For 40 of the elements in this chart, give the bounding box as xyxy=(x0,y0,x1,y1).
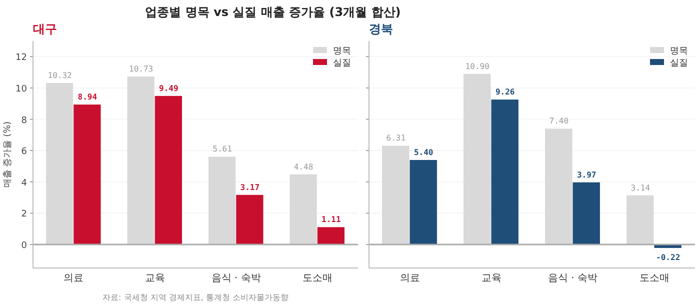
data-label: 4.48 xyxy=(294,162,314,172)
legend-label: 명목 xyxy=(670,46,688,56)
data-label: 9.49 xyxy=(159,84,179,93)
chart-title: 업종별 명목 vs 실질 매출 증가율 (3개월 합산) xyxy=(145,5,401,19)
data-label: 3.97 xyxy=(576,170,596,180)
data-label: 5.40 xyxy=(414,148,434,157)
data-label: 6.31 xyxy=(386,134,406,143)
x-tick-label: 교육 xyxy=(144,273,165,284)
data-label: 7.40 xyxy=(549,116,569,126)
y-tick-label: 0 xyxy=(21,241,28,252)
data-label: 3.17 xyxy=(240,182,260,192)
y-tick-label: 2 xyxy=(21,210,27,220)
data-label: 8.94 xyxy=(78,92,98,102)
x-tick-label: 음식 · 숙박 xyxy=(211,273,261,284)
data-label: 10.73 xyxy=(129,64,154,74)
data-label: 10.90 xyxy=(465,62,490,71)
y-tick-label: 4 xyxy=(21,178,28,188)
y-tick-label: 8 xyxy=(21,116,28,126)
legend-label: 실질 xyxy=(333,58,351,68)
x-tick-label: 도소매 xyxy=(639,273,670,284)
chart-subtitle: 대구 xyxy=(33,22,57,36)
data-label: 10.32 xyxy=(48,70,72,80)
legend-label: 실질 xyxy=(670,58,688,68)
y-axis-title: 매출 증가율 (%) xyxy=(3,121,13,188)
data-label: 1.11 xyxy=(322,215,342,224)
data-label: 5.61 xyxy=(212,144,232,154)
data-label: 3.14 xyxy=(630,183,650,192)
y-tick-label: 12 xyxy=(16,53,27,64)
x-tick-label: 교육 xyxy=(481,273,502,284)
x-tick-label: 의료 xyxy=(400,273,420,284)
data-label: -0.22 xyxy=(656,252,680,262)
x-tick-label: 도소매 xyxy=(302,273,332,284)
chart-subtitle: 경북 xyxy=(369,22,393,36)
y-tick-label: 6 xyxy=(21,147,28,158)
data-label: 9.26 xyxy=(495,88,515,97)
x-tick-label: 의료 xyxy=(64,273,84,284)
legend-label: 명목 xyxy=(333,46,351,56)
x-tick-label: 음식 · 숙박 xyxy=(548,273,598,284)
text: 자료: 국세청 지역 경제지표, 통계청 소비자물가동향 xyxy=(102,293,288,302)
y-tick-label: 10 xyxy=(16,84,28,94)
